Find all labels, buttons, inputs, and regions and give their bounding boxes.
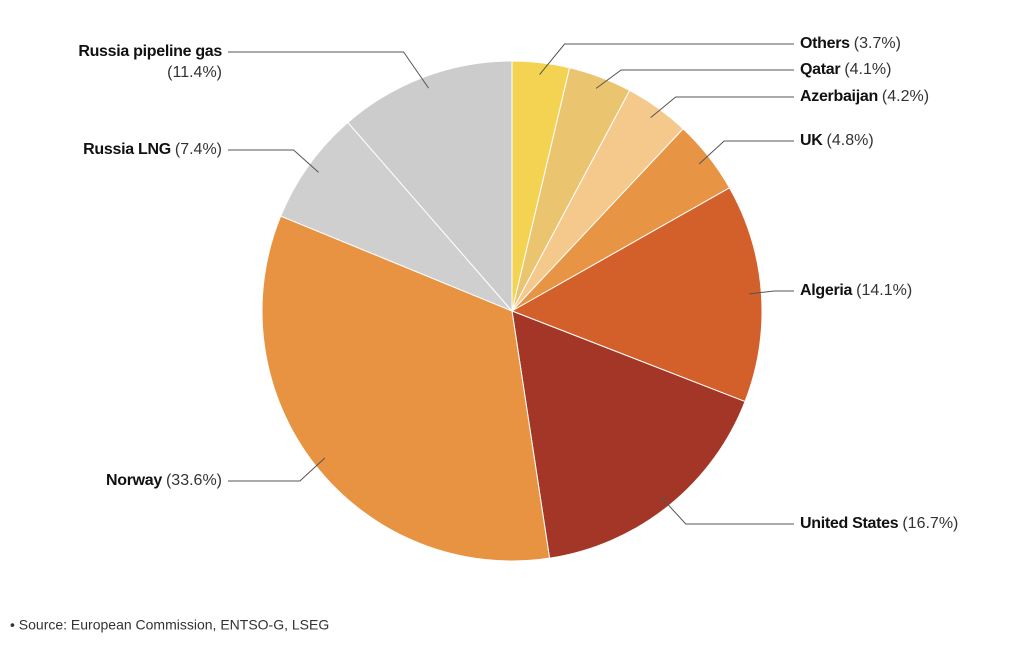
value-label: (11.4%) — [167, 64, 222, 81]
pie-slice — [261, 215, 551, 562]
pie-slice — [511, 310, 746, 559]
value-label: (14.1%) — [856, 282, 912, 299]
category-name: United States — [800, 515, 899, 532]
category-name: Russia LNG — [83, 141, 171, 158]
leader-line — [228, 457, 326, 482]
slice-label: Russia pipeline gas (11.4%) — [78, 43, 222, 81]
category-name: Algeria — [800, 282, 853, 299]
slice-label: Azerbaijan (4.2%) — [800, 88, 929, 105]
category-name: Others — [800, 35, 850, 52]
pie-slice — [347, 60, 513, 313]
leader-line — [650, 96, 794, 118]
pie-slice — [280, 121, 513, 312]
slice-label: Others (3.7%) — [800, 35, 901, 52]
category-name: Russia pipeline gas — [78, 43, 222, 60]
value-label: (16.7%) — [902, 515, 958, 532]
slice-label: United States (16.7%) — [800, 515, 958, 532]
value-label: (4.8%) — [827, 132, 874, 149]
leader-line — [595, 69, 794, 89]
category-name: Norway — [106, 472, 162, 489]
value-label: (4.1%) — [844, 61, 891, 78]
category-name: Qatar — [800, 61, 840, 78]
leader-line — [749, 290, 794, 295]
value-label: (3.7%) — [854, 35, 901, 52]
leader-line — [228, 51, 429, 89]
category-name: Azerbaijan — [800, 88, 878, 105]
leader-line — [660, 496, 794, 525]
slice-label: Russia LNG (7.4%) — [83, 141, 222, 158]
leader-line — [539, 43, 794, 75]
value-label: (4.2%) — [882, 88, 929, 105]
value-label: (7.4%) — [175, 141, 222, 158]
leader-line — [698, 140, 794, 165]
slice-label: Qatar (4.1%) — [800, 61, 891, 78]
slice-label: UK (4.8%) — [800, 132, 874, 149]
category-name: UK — [800, 132, 823, 149]
leader-line — [228, 149, 319, 173]
source-note: • Source: European Commission, ENTSO-G, … — [10, 617, 329, 633]
slice-label: Algeria (14.1%) — [800, 282, 912, 299]
slice-label: Norway (33.6%) — [106, 472, 222, 489]
value-label: (33.6%) — [166, 472, 222, 489]
